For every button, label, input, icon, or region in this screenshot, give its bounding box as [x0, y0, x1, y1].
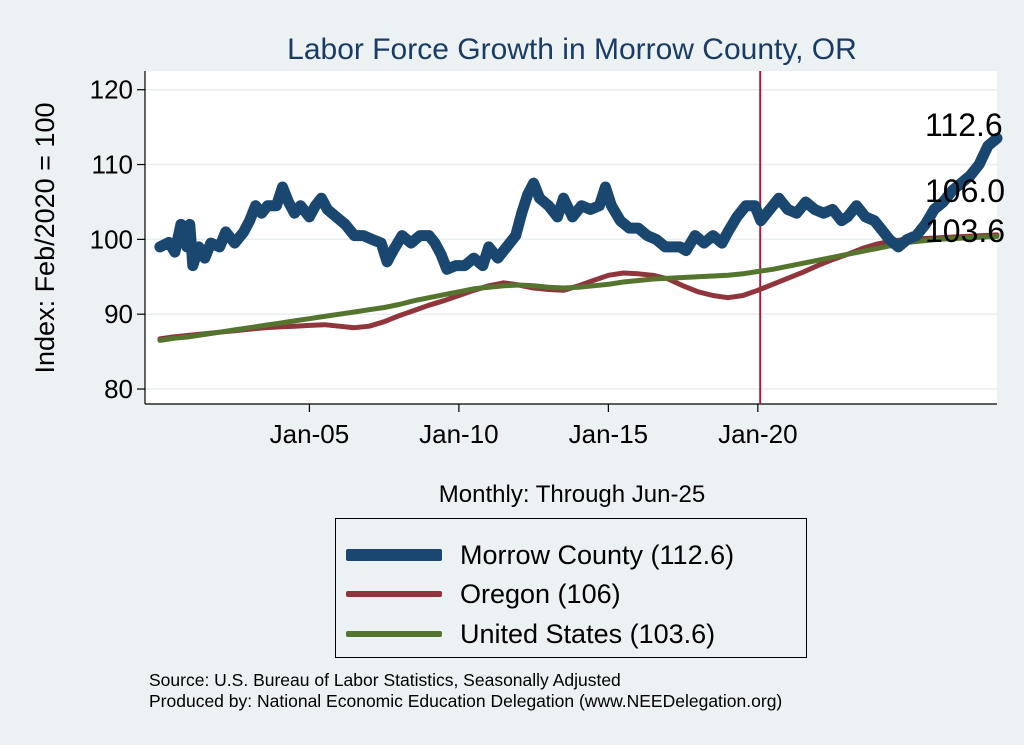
y-tick-label-90: 90	[104, 299, 133, 329]
end-label-morrow: 112.6	[925, 107, 1003, 143]
legend-swatch-united-states	[346, 631, 442, 637]
axes	[144, 71, 997, 405]
y-tick-label-100: 100	[90, 224, 133, 254]
x-axis-label: Monthly: Through Jun-25	[439, 481, 705, 508]
legend-label-united-states: United States (103.6)	[460, 618, 716, 649]
source-line: Source: U.S. Bureau of Labor Statistics,…	[149, 670, 621, 690]
y-ticks: 80 90 100 110 120	[90, 75, 145, 404]
plot-area	[145, 71, 997, 404]
x-tick-label-Jan-05: Jan-05	[270, 419, 350, 449]
legend-swatch-morrow	[346, 549, 442, 561]
series-lines	[154, 132, 1003, 343]
source-note: Source: U.S. Bureau of Labor Statistics,…	[149, 670, 782, 712]
y-tick-label-110: 110	[92, 150, 133, 180]
series-line-morrow	[154, 132, 1003, 275]
chart-title: Labor Force Growth in Morrow County, OR	[287, 33, 857, 66]
x-tick-label-Jan-10: Jan-10	[419, 419, 499, 449]
x-tick-label-Jan-15: Jan-15	[569, 419, 649, 449]
legend-item-morrow: Morrow County (112.6)	[346, 535, 734, 575]
y-axis-label: Index: Feb/2020 = 100	[30, 103, 60, 374]
legend-item-united-states: United States (103.6)	[346, 614, 715, 654]
legend-label-oregon: Oregon (106)	[460, 578, 621, 609]
y-tick-label-120: 120	[90, 75, 133, 105]
legend-item-oregon: Oregon (106)	[346, 574, 621, 614]
end-labels: 112.6 106.0 103.6	[925, 107, 1005, 249]
x-ticks: Jan-05 Jan-10 Jan-15 Jan-20	[270, 404, 798, 449]
x-tick-label-Jan-20: Jan-20	[718, 419, 798, 449]
legend-swatch-oregon	[346, 591, 442, 597]
gridlines	[145, 88, 997, 390]
legend: Morrow County (112.6) Oregon (106) Unite…	[335, 518, 807, 658]
end-label-united-states: 103.6	[925, 213, 1005, 249]
y-tick-label-80: 80	[104, 374, 133, 404]
legend-label-morrow: Morrow County (112.6)	[460, 539, 735, 570]
end-label-oregon: 106.0	[925, 173, 1005, 209]
produced-by-line: Produced by: National Economic Education…	[149, 691, 783, 711]
series-line-united-states	[157, 233, 1000, 343]
